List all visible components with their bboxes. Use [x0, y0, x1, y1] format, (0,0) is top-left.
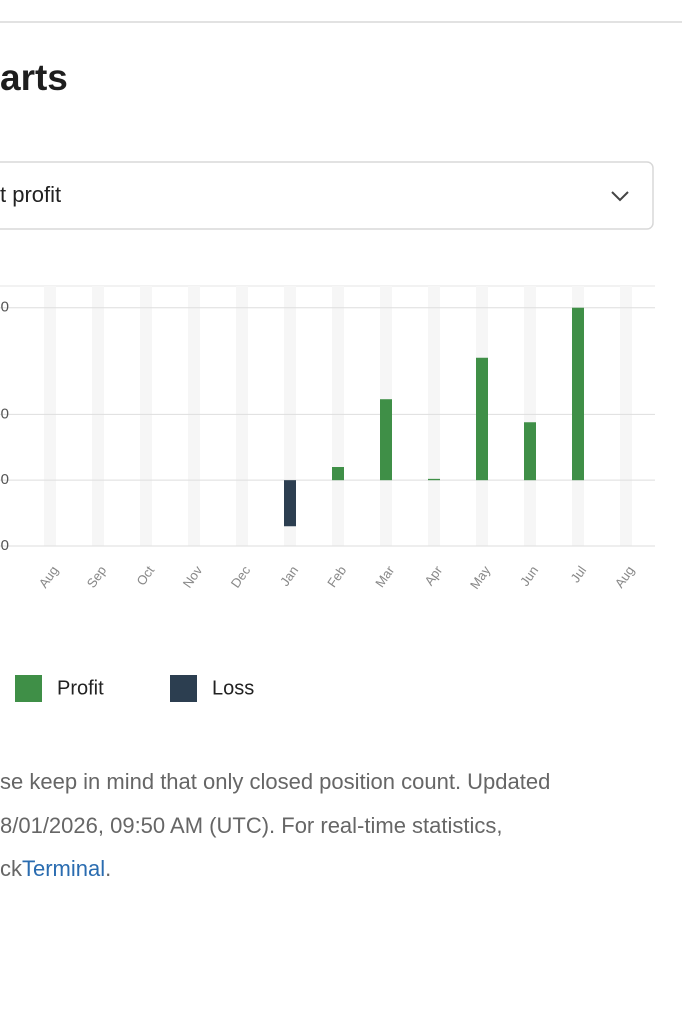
x-tick-label: Aug — [612, 563, 638, 591]
x-tick-label: Jun — [517, 563, 541, 589]
bar — [284, 480, 296, 527]
column-stripe — [332, 286, 344, 546]
x-tick-label: Oct — [133, 563, 157, 588]
heading: arts — [0, 57, 68, 98]
legend-swatch — [170, 675, 197, 702]
x-tick-label: Feb — [324, 563, 349, 590]
y-tick-label: 0 — [1, 471, 9, 488]
terminal-link[interactable]: Terminal — [22, 856, 105, 881]
dropdown-box[interactable] — [0, 161, 654, 230]
x-tick-label: Dec — [228, 563, 254, 591]
legend-label: Profit — [57, 677, 104, 699]
bar — [332, 467, 344, 481]
x-tick-label: Nov — [180, 563, 206, 591]
y-tick-label: 0 — [1, 537, 9, 554]
x-tick-label: May — [467, 563, 494, 592]
column-stripe — [524, 286, 536, 546]
note-line: 8/01/2026, 09:50 AM (UTC). For real-time… — [0, 813, 503, 838]
column-stripe — [236, 286, 248, 546]
legend-swatch — [15, 675, 42, 702]
column-stripe — [44, 286, 56, 546]
chevron[interactable] — [611, 191, 629, 202]
legend-label: Loss — [212, 677, 254, 699]
column-stripe — [92, 286, 104, 546]
x-tick-label: Apr — [421, 563, 445, 589]
x-tick-label: Jan — [277, 563, 301, 589]
column-stripe — [188, 286, 200, 546]
column-stripe — [140, 286, 152, 546]
y-tick-label: 0 — [1, 405, 9, 422]
note-text: ck — [0, 856, 23, 881]
legend: Profit Loss — [15, 675, 254, 702]
column-stripe — [620, 286, 632, 546]
bar — [476, 357, 488, 481]
x-tick-label: Aug — [36, 563, 62, 591]
bar — [524, 422, 536, 481]
column-stripe — [428, 286, 440, 546]
note-line: se keep in mind that only closed positio… — [0, 769, 550, 794]
note-text: . — [105, 856, 111, 881]
bar — [380, 399, 392, 481]
x-tick-label: Mar — [372, 563, 398, 590]
bar — [428, 478, 440, 481]
dropdown-text[interactable]: t profit — [0, 182, 61, 207]
x-tick-label: Sep — [84, 563, 110, 591]
y-tick-label: 0 — [1, 299, 9, 316]
note-line: ckTerminal. — [0, 856, 111, 881]
dropdown[interactable]: t profit — [0, 161, 654, 230]
bar — [572, 307, 584, 481]
x-tick-label: Jul — [567, 563, 589, 585]
